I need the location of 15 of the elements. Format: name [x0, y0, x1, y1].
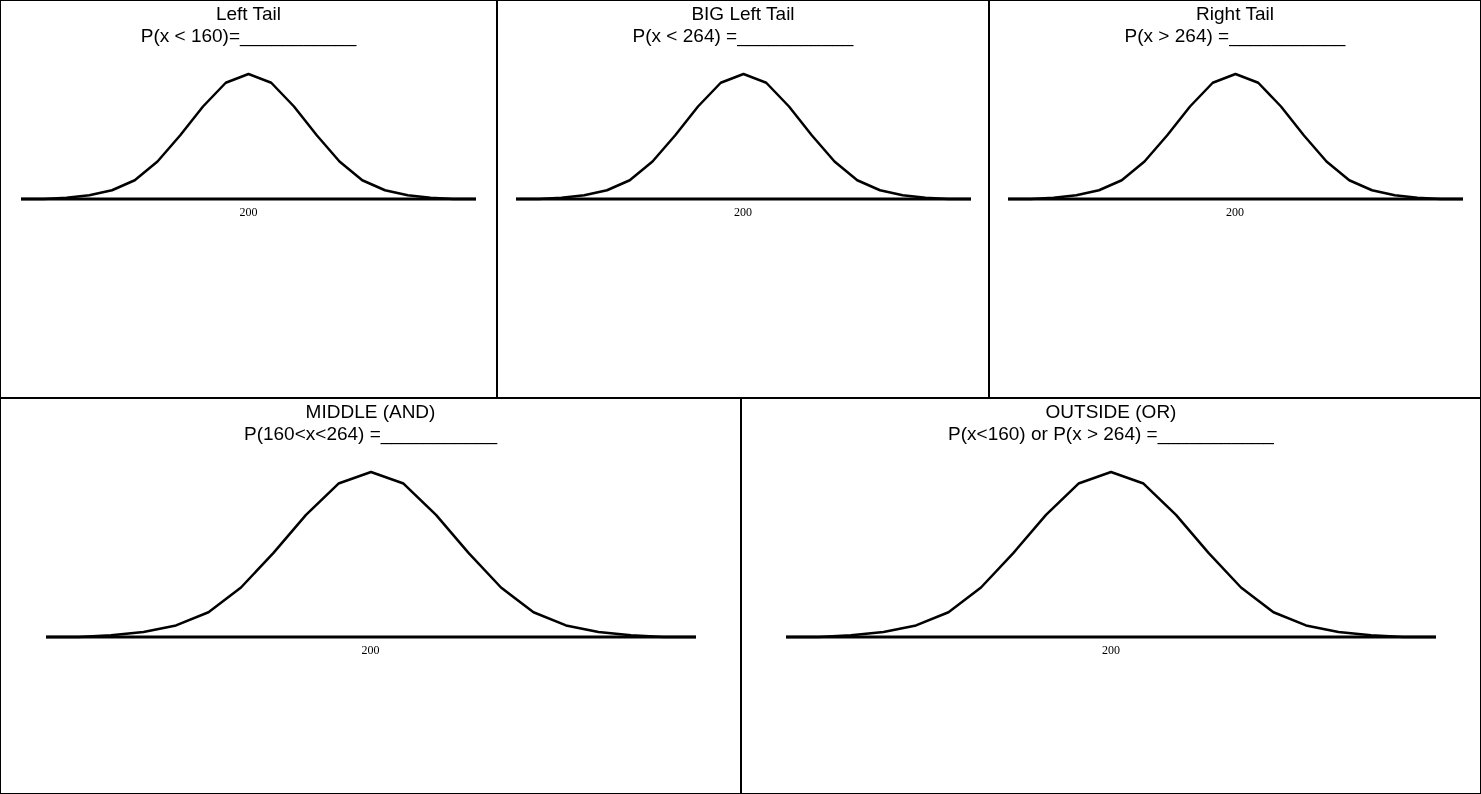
text: 200	[1225, 205, 1245, 220]
chart-title: MIDDLE (AND)	[304, 401, 437, 423]
chart-subtitle: P(x > 264) =___________	[1123, 25, 1347, 47]
text: 200	[733, 205, 753, 220]
chart-title: Right Tail	[1195, 3, 1275, 25]
chart-subtitle: P(x<160) or P(x > 264) =___________	[947, 423, 1275, 445]
chart-subtitle: P(x < 160)=___________	[139, 25, 358, 47]
text: 200	[1101, 643, 1121, 658]
chart-title: BIG Left Tail	[690, 3, 796, 25]
text: 200	[238, 205, 259, 220]
chart-subtitle: P(160<x<264) =___________	[243, 423, 499, 445]
chart-title: Left Tail	[214, 3, 283, 25]
chart-subtitle: P(x < 264) =___________	[631, 25, 855, 47]
text: 200	[360, 643, 381, 658]
chart-title: OUTSIDE (OR)	[1044, 401, 1178, 423]
